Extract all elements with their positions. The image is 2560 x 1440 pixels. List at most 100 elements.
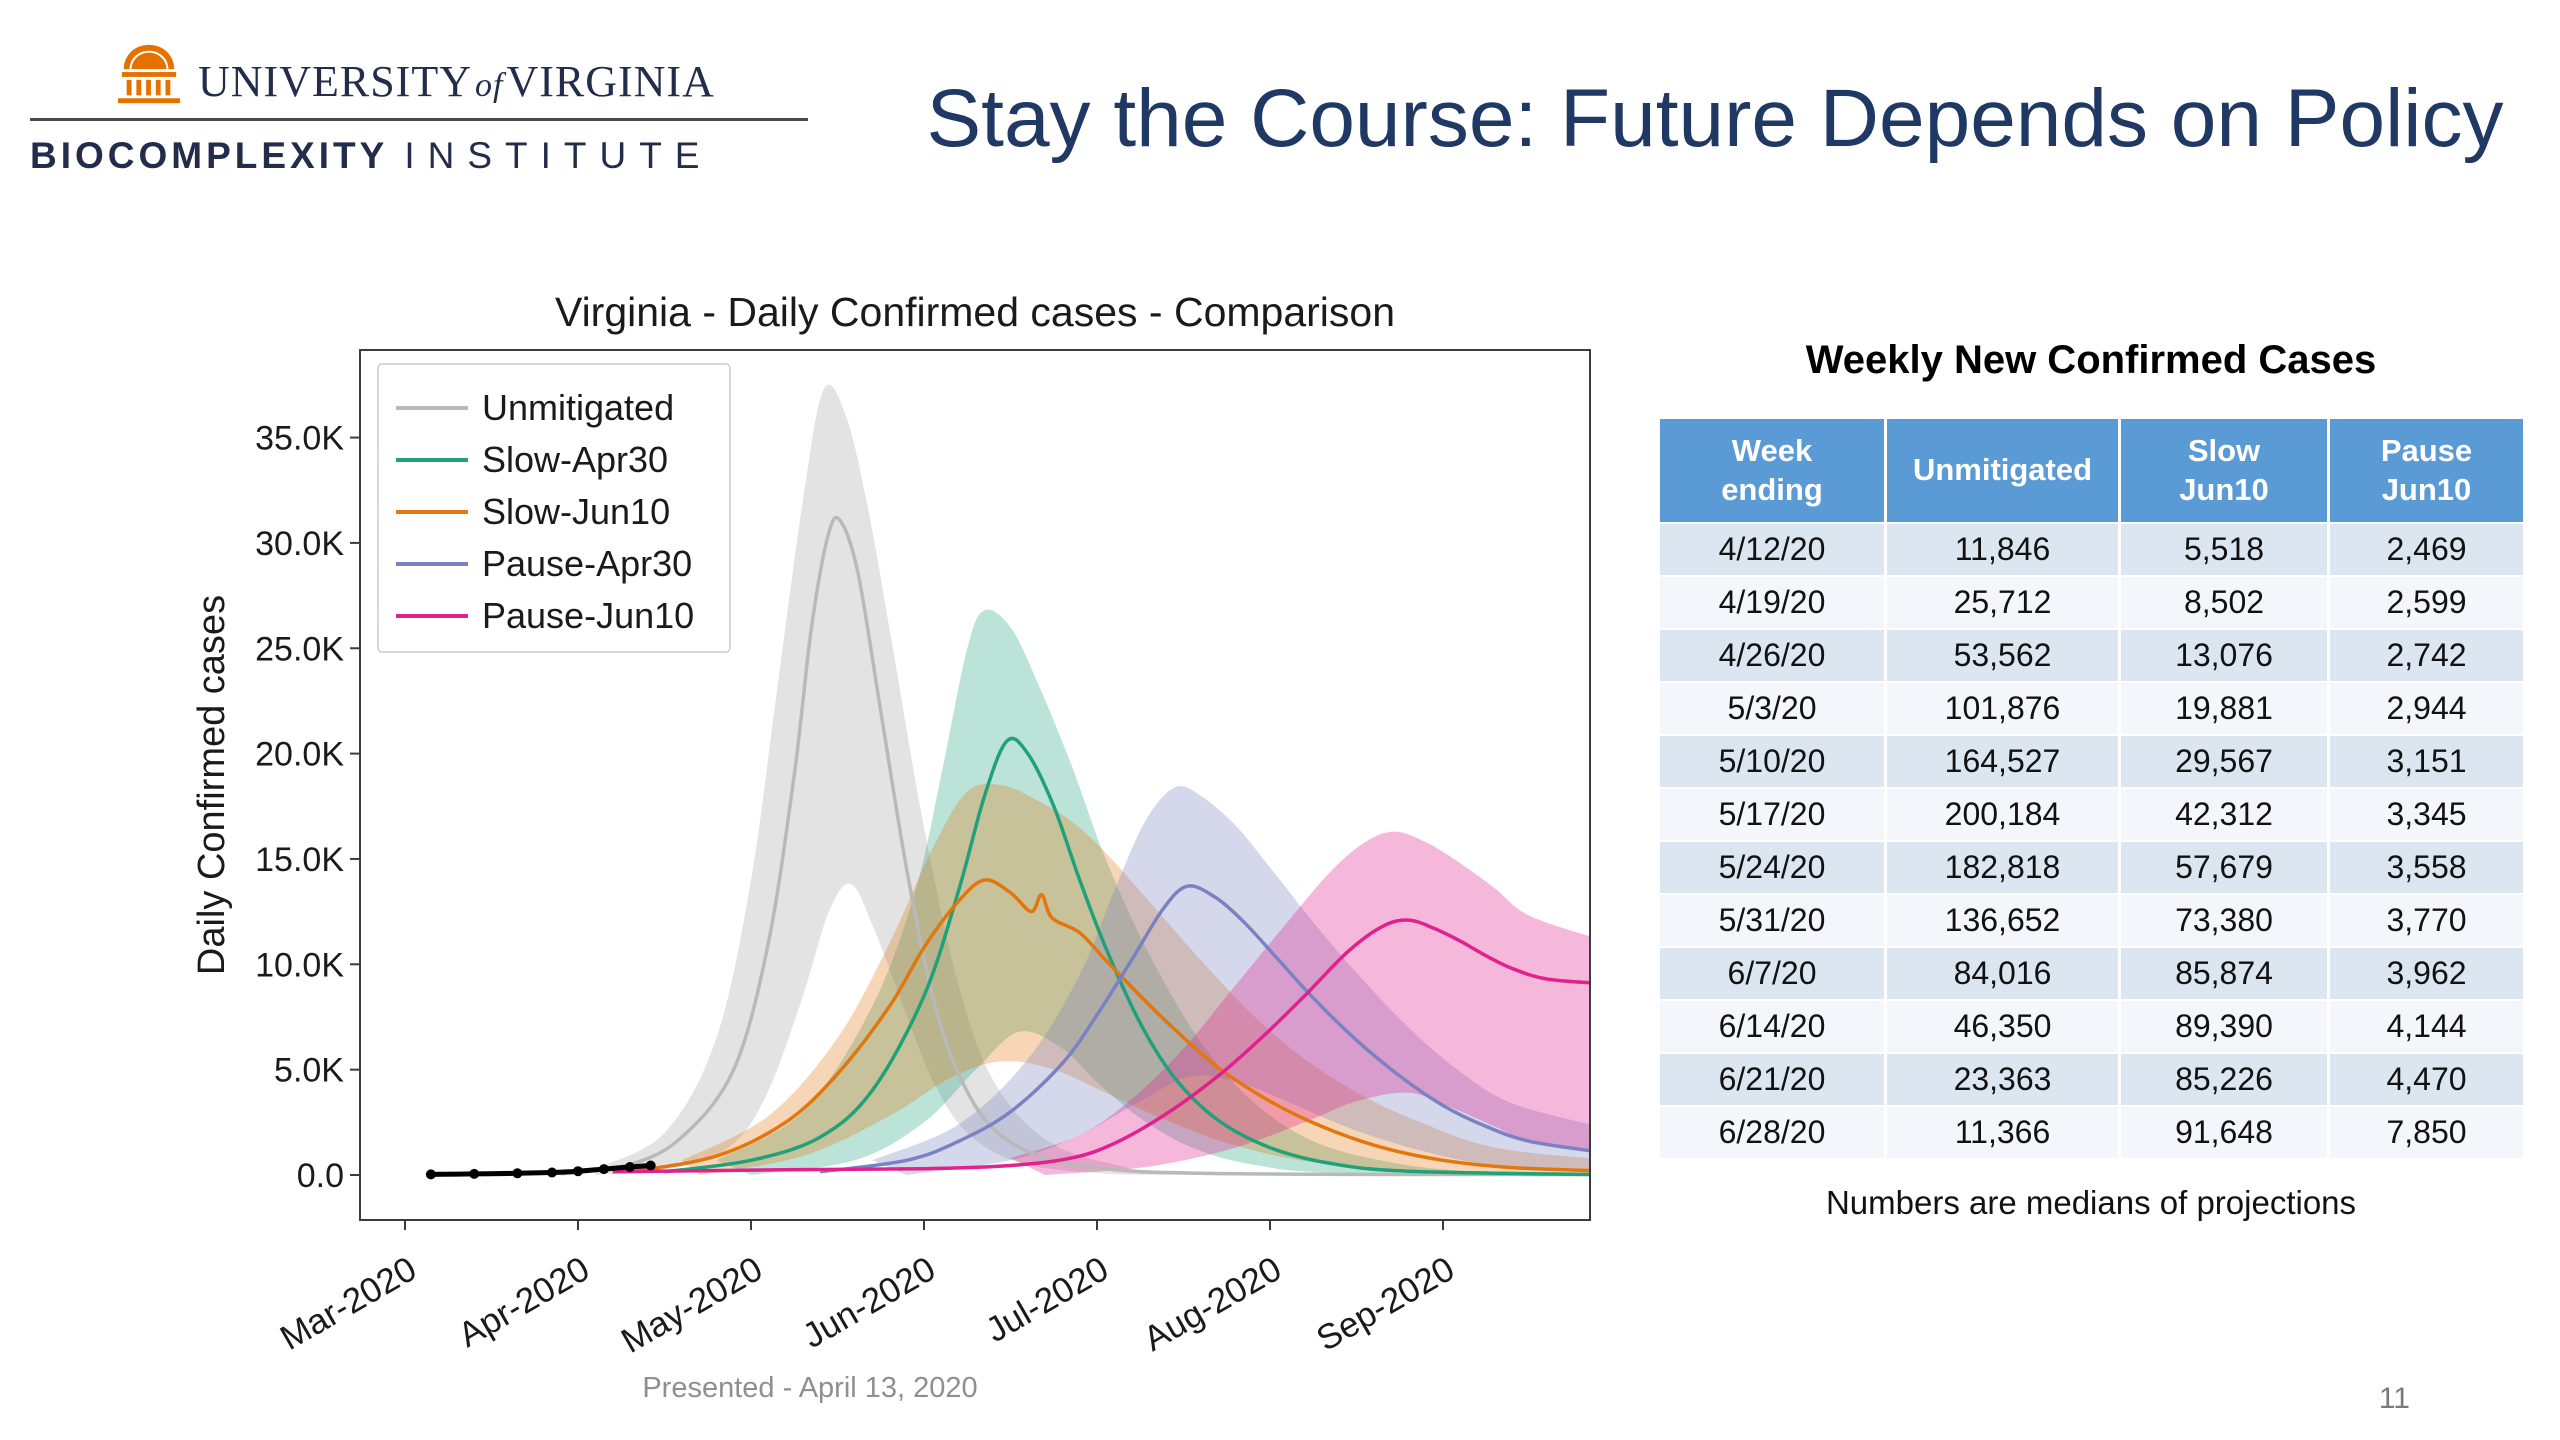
legend-label: Unmitigated: [482, 387, 674, 428]
plot-border: [359, 349, 1591, 1221]
legend-label: Slow-Jun10: [482, 491, 670, 532]
table-cell: 13,076: [2121, 630, 2327, 681]
table-cell: 4,144: [2330, 1001, 2523, 1052]
table-header-row: Week ending Unmitigated Slow Jun10 Pause Jun10: [1660, 419, 2523, 522]
observed-data-point: [469, 1168, 480, 1179]
table-cell: 2,742: [2330, 630, 2523, 681]
observed-data-point: [547, 1167, 557, 1178]
table-cell: 89,390: [2121, 1001, 2327, 1052]
y-tick-label: 5.0K: [274, 1052, 344, 1090]
table-cell: 4/12/20: [1660, 524, 1884, 575]
legend-label: Pause-Apr30: [482, 543, 692, 584]
university-wordmark-row: UNIVERSITYofVIRGINIA: [30, 38, 808, 106]
table-cell: 101,876: [1887, 683, 2118, 734]
table-title: Weekly New Confirmed Cases: [1805, 338, 2377, 382]
table-cell: 6/28/20: [1660, 1107, 1884, 1158]
y-tick-label: 30.0K: [255, 525, 344, 563]
page-number: 11: [2378, 1382, 2410, 1415]
table-row: 6/21/20 23,363 85,226 4,470: [1660, 1054, 2523, 1105]
chart-legend: [377, 363, 731, 653]
table-cell: 164,527: [1887, 736, 2118, 787]
legend-box: [377, 363, 731, 653]
table-cell: 5/31/20: [1660, 895, 1884, 946]
band-Pause-Jun10: [1010, 831, 1590, 1175]
biocomplexity-text: BIOCOMPLEXITY: [30, 135, 389, 176]
observed-data-point: [624, 1162, 635, 1172]
table-cell: 46,350: [1887, 1001, 2118, 1052]
observed-data-point: [645, 1160, 656, 1171]
x-tick-label: Apr-2020: [452, 1249, 596, 1355]
table-cell: 4,470: [2330, 1054, 2523, 1105]
slide-title: Stay the Course: Future Depends on Polic…: [926, 73, 2504, 164]
table-row: 6/7/20 84,016 85,874 3,962: [1660, 948, 2523, 999]
table-cell: 3,151: [2330, 736, 2523, 787]
of-text: of: [474, 67, 504, 104]
table-cell: 6/14/20: [1660, 1001, 1884, 1052]
table-cell: 5/17/20: [1660, 789, 1884, 840]
y-tick-label: 25.0K: [255, 630, 344, 668]
table-cell: 3,770: [2330, 895, 2523, 946]
table-row: 5/3/20 101,876 19,881 2,944: [1660, 683, 2523, 734]
table-row: 6/28/20 11,366 91,648 7,850: [1660, 1107, 2523, 1158]
table-cell: 3,345: [2330, 789, 2523, 840]
y-axis-label: Daily Confirmed cases: [191, 595, 233, 975]
observed-data-point: [573, 1166, 583, 1177]
university-text: UNIVERSITY: [198, 57, 472, 106]
table-cell: 85,226: [2121, 1054, 2327, 1105]
table-cell: 200,184: [1887, 789, 2118, 840]
uva-logo: UNIVERSITYofVIRGINIA BIOCOMPLEXITY INSTIT…: [30, 38, 808, 177]
x-tick-label: Jul-2020: [979, 1249, 1115, 1350]
presented-date: Presented - April 13, 2020: [642, 1372, 978, 1404]
table-cell: 23,363: [1887, 1054, 2118, 1105]
x-tick-label: Aug-2020: [1137, 1249, 1288, 1359]
institute-text: INSTITUTE: [404, 135, 713, 176]
table-cell: 4/26/20: [1660, 630, 1884, 681]
table-header-cell: Slow Jun10: [2121, 419, 2327, 522]
table-row: 5/17/20 200,184 42,312 3,345: [1660, 789, 2523, 840]
table-cell: 6/7/20: [1660, 948, 1884, 999]
plot-area: [425, 384, 1590, 1180]
logo-divider: [30, 118, 808, 121]
institute-wordmark: BIOCOMPLEXITY INSTITUTE: [30, 135, 808, 177]
y-tick-label: 35.0K: [255, 420, 344, 458]
y-tick-label: 20.0K: [255, 736, 344, 774]
line-Slow-Jun10: [629, 878, 1590, 1174]
x-tick-label: May-2020: [615, 1249, 769, 1361]
observed-data-point: [598, 1164, 609, 1175]
table-cell: 53,562: [1887, 630, 2118, 681]
table-cell: 73,380: [2121, 895, 2327, 946]
table-cell: 91,648: [2121, 1107, 2327, 1158]
table-row: 5/10/20 164,527 29,567 3,151: [1660, 736, 2523, 787]
legend-label: Pause-Jun10: [482, 595, 694, 636]
chart-title: Virginia - Daily Confirmed cases - Compa…: [555, 290, 1395, 335]
band-Slow-Apr30: [716, 609, 1590, 1175]
table-cell: 136,652: [1887, 895, 2118, 946]
table-cell: 2,469: [2330, 524, 2523, 575]
table-header-cell: Unmitigated: [1887, 419, 2118, 522]
weekly-cases-panel: Weekly New Confirmed Cases Week ending Unm…: [1660, 338, 2523, 1222]
table-cell: 2,599: [2330, 577, 2523, 628]
table-header-cell: Week ending: [1660, 419, 1884, 522]
y-tick-label: 15.0K: [255, 841, 344, 879]
virginia-text: VIRGINIA: [506, 57, 715, 106]
observed-data-point: [512, 1168, 523, 1179]
x-tick-label: Jun-2020: [796, 1249, 942, 1356]
chart-canvas: 0.0 5.0K 10.0K 15.0K 20.0K 25.0K 30.0K 35.0K Mar…: [191, 290, 1591, 1361]
table-cell: 2,944: [2330, 683, 2523, 734]
table-cell: 57,679: [2121, 842, 2327, 893]
table-row: 5/31/20 136,652 73,380 3,770: [1660, 895, 2523, 946]
table-row: 6/14/20 46,350 89,390 4,144: [1660, 1001, 2523, 1052]
observed-data-point: [425, 1169, 436, 1180]
table-cell: 6/21/20: [1660, 1054, 1884, 1105]
table-row: 4/26/20 53,562 13,076 2,742: [1660, 630, 2523, 681]
legend-label: Slow-Apr30: [482, 439, 668, 480]
table-cell: 5/24/20: [1660, 842, 1884, 893]
x-tick-label: Mar-2020: [274, 1249, 423, 1358]
table-cell: 4/19/20: [1660, 577, 1884, 628]
table-row: 4/19/20 25,712 8,502 2,599: [1660, 577, 2523, 628]
table-cell: 8,502: [2121, 577, 2327, 628]
line-Unmitigated: [560, 515, 1590, 1177]
band-Slow-Jun10: [681, 783, 1590, 1175]
table-cell: 19,881: [2121, 683, 2327, 734]
